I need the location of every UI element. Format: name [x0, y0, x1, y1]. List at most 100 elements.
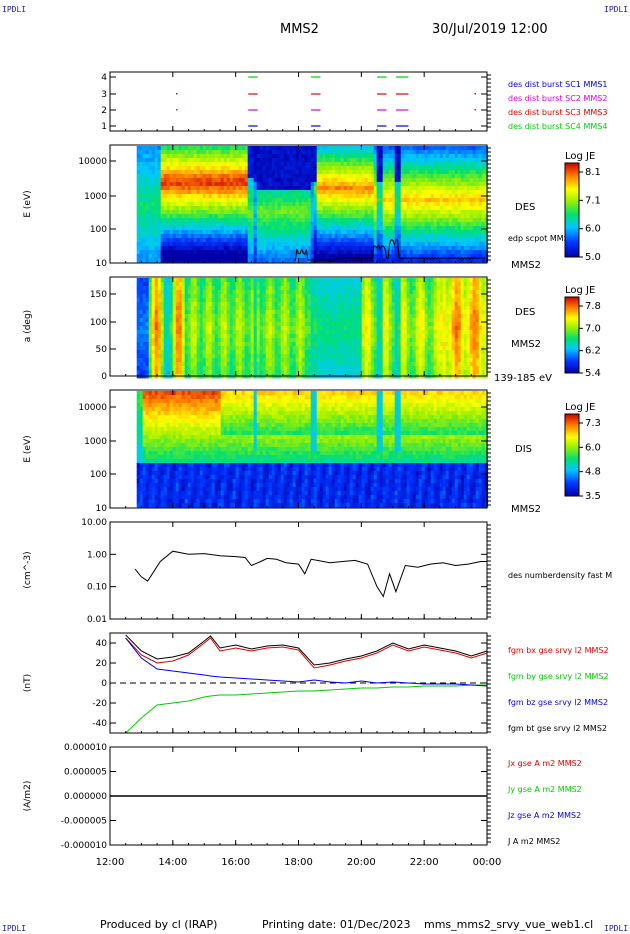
des-energy-cell: [160, 162, 165, 167]
des-energy-cell: [277, 214, 282, 219]
des-pitch-cell: [148, 370, 153, 375]
des-pitch-cell: [316, 278, 321, 283]
des-energy-cell: [280, 230, 285, 235]
des-energy-cell: [403, 250, 408, 255]
des-pitch-cell: [316, 334, 321, 339]
des-energy-cell: [364, 250, 369, 255]
des-energy-cell: [463, 190, 468, 195]
des-energy-cell: [199, 210, 204, 215]
des-energy-cell: [445, 238, 450, 243]
des-energy-cell: [145, 182, 150, 187]
des-pitch-cell: [307, 362, 312, 367]
des-energy-cell: [412, 186, 417, 191]
des-pitch-cell: [208, 290, 213, 295]
des-energy-cell: [325, 198, 330, 203]
des-energy-cell: [358, 218, 363, 223]
des-energy-cell: [469, 246, 474, 251]
des-energy-cell: [400, 170, 405, 175]
des-energy-cell: [142, 230, 147, 235]
des-energy-cell: [334, 206, 339, 211]
des-energy-cell: [169, 158, 174, 163]
des-energy-cell: [418, 246, 423, 251]
des-pitch-cell: [244, 286, 249, 291]
des-energy-cell: [445, 230, 450, 235]
des-energy-cell: [469, 202, 474, 207]
des-energy-cell: [301, 210, 306, 215]
des-pitch-cell: [298, 342, 303, 347]
des-energy-cell: [241, 242, 246, 247]
des-pitch-cell: [268, 370, 273, 375]
des-energy-cell: [289, 214, 294, 219]
des-energy-cell: [259, 230, 264, 235]
des-energy-cell: [484, 226, 489, 231]
des-energy-cell: [361, 178, 366, 183]
des-pitch-cell: [268, 322, 273, 327]
des-pitch-cell: [139, 306, 144, 311]
des-pitch-cell: [193, 346, 198, 351]
des-energy-cell: [256, 170, 261, 175]
des-energy-cell: [181, 146, 186, 151]
des-energy-cell: [301, 182, 306, 187]
des-energy-cell: [376, 254, 381, 259]
des-pitch-cell: [193, 350, 198, 355]
des-energy-cell: [271, 194, 276, 199]
des-pitch-cell: [259, 334, 264, 339]
des-energy-cell: [463, 250, 468, 255]
des-energy-cell: [451, 238, 456, 243]
des-energy-cell: [142, 246, 147, 251]
des-energy-cell: [148, 254, 153, 259]
des-energy-cell: [403, 174, 408, 179]
des-energy-cell: [301, 166, 306, 171]
des-energy-cell: [280, 238, 285, 243]
des-pitch-cell: [160, 290, 165, 295]
des-energy-cell: [235, 150, 240, 155]
des-energy-cell: [286, 158, 291, 163]
des-energy-cell: [331, 206, 336, 211]
des-energy-cell: [211, 146, 216, 151]
des-energy-cell: [442, 162, 447, 167]
des-pitch-cell: [169, 334, 174, 339]
des-pitch-cell: [142, 358, 147, 363]
des-energy-cell: [349, 218, 354, 223]
des-pitch-cell: [148, 322, 153, 327]
des-energy-cell: [145, 190, 150, 195]
des-energy-cell: [289, 150, 294, 155]
des-energy-cell: [298, 198, 303, 203]
des-energy-cell: [409, 222, 414, 227]
des-energy-cell: [295, 190, 300, 195]
des-pitch-cell: [301, 294, 306, 299]
des-energy-cell: [304, 166, 309, 171]
des-energy-cell: [139, 166, 144, 171]
des-energy-cell: [187, 222, 192, 227]
des-energy-cell: [424, 254, 429, 259]
des-pitch-cell: [166, 306, 171, 311]
des-pitch-cell: [211, 366, 216, 371]
des-energy-cell: [166, 158, 171, 163]
des-pitch-cell: [256, 330, 261, 335]
des-pitch-cell: [241, 334, 246, 339]
des-pitch-cell: [322, 278, 327, 283]
des-pitch-cell: [154, 326, 159, 331]
des-pitch-cell: [253, 334, 258, 339]
des-pitch-cell: [301, 290, 306, 295]
des-energy-cell: [226, 150, 231, 155]
des-energy-cell: [472, 242, 477, 247]
des-pitch-cell: [151, 318, 156, 323]
des-energy-cell: [445, 182, 450, 187]
des-pitch-cell: [292, 342, 297, 347]
des-energy-cell: [166, 198, 171, 203]
des-pitch-cell: [259, 354, 264, 359]
des-energy-cell: [397, 222, 402, 227]
des-energy-cell: [370, 226, 375, 231]
des-energy-cell: [235, 154, 240, 159]
des-pitch-cell: [325, 306, 330, 311]
des-energy-cell: [481, 154, 486, 159]
des-energy-cell: [391, 210, 396, 215]
des-energy-cell: [235, 226, 240, 231]
des-energy-cell: [424, 214, 429, 219]
des-energy-cell: [409, 206, 414, 211]
des-energy-cell: [259, 178, 264, 183]
des-energy-cell: [373, 174, 378, 179]
des-energy-cell: [235, 198, 240, 203]
